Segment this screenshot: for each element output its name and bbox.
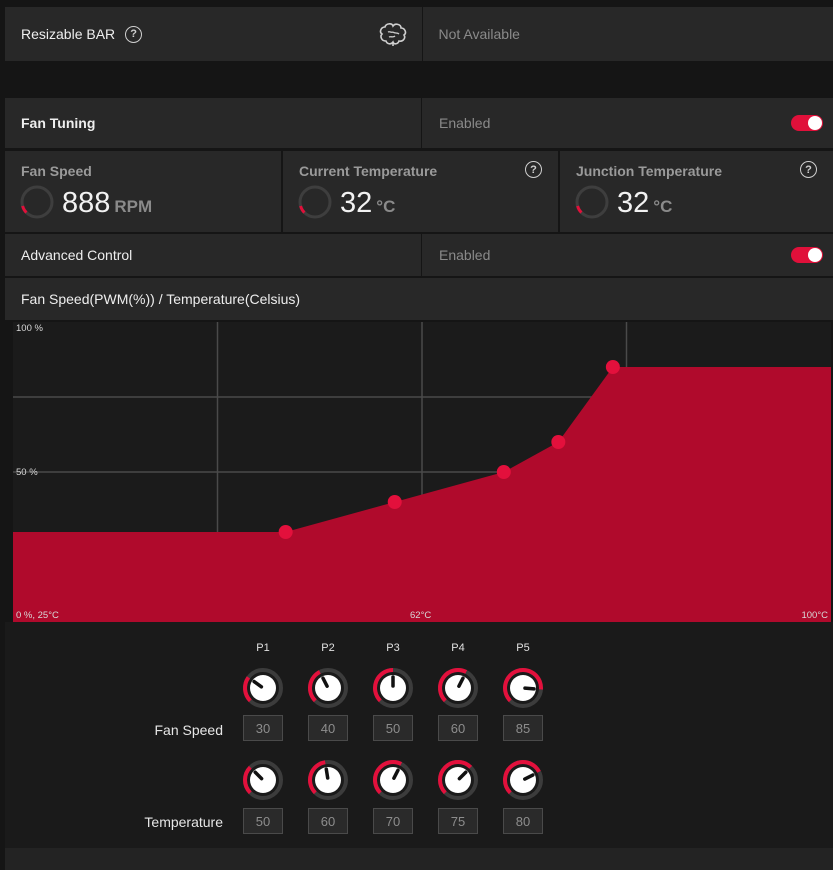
- advanced-control-status: Enabled: [439, 247, 491, 263]
- fan-speed-p4-knob[interactable]: [436, 666, 480, 710]
- p4-header: P4: [451, 642, 465, 654]
- resizable-bar-status: Not Available: [438, 26, 520, 42]
- resizable-bar-label: Resizable BAR: [21, 26, 116, 42]
- question-circle-icon[interactable]: ?: [125, 25, 143, 43]
- temperature-p4-knob[interactable]: [436, 758, 480, 802]
- current-temperature-gauge-icon: [298, 185, 332, 219]
- metrics-row: Fan Speed 888 RPM Current Temperature ? 3…: [5, 151, 833, 232]
- toggle-knob: [808, 248, 822, 262]
- y-label-top: 100 %: [16, 323, 43, 334]
- temperature-p2-knob[interactable]: [306, 758, 350, 802]
- junction-temperature-unit: °C: [653, 197, 673, 216]
- junction-temperature-gauge-icon: [575, 185, 609, 219]
- advanced-control-toggle[interactable]: [791, 247, 823, 263]
- x-label-right: 100°C: [801, 610, 828, 621]
- question-circle-icon[interactable]: ?: [800, 161, 817, 178]
- current-temperature-title: Current Temperature: [299, 163, 438, 179]
- fan-speed-p1-input[interactable]: 30: [243, 715, 283, 741]
- bottom-strip: [5, 848, 833, 870]
- fan-speed-p3-knob[interactable]: [371, 666, 415, 710]
- brain-icon: [379, 23, 406, 46]
- fan-tuning-label: Fan Tuning: [21, 115, 96, 131]
- fan-speed-value: 888 RPM: [62, 187, 153, 219]
- p1-header: P1: [256, 642, 270, 654]
- fan-speed-p2-input[interactable]: 40: [308, 715, 348, 741]
- current-temperature-metric: Current Temperature ? 32 °C: [283, 151, 558, 232]
- chart-header-row: Fan Speed(PWM(%)) / Temperature(Celsius): [5, 278, 833, 320]
- fan-speed-p3-input[interactable]: 50: [373, 715, 413, 741]
- fan-speed-p5-knob[interactable]: [501, 666, 545, 710]
- advanced-control-status-cell: Enabled: [422, 234, 833, 276]
- fan-speed-p2-knob[interactable]: [306, 666, 350, 710]
- temperature-p4-input[interactable]: 75: [438, 808, 478, 834]
- p3-header: P3: [386, 642, 400, 654]
- current-temperature-unit: °C: [376, 197, 396, 216]
- fan-curve-chart[interactable]: 100 % 50 % 0 %, 25°C 62°C 100°C: [13, 322, 831, 622]
- curve-point-p5[interactable]: [605, 360, 620, 374]
- fan-speed-p5-input[interactable]: 85: [503, 715, 543, 741]
- fan-tuning-label-cell: Fan Tuning: [5, 98, 421, 148]
- temperature-p2-input[interactable]: 60: [308, 808, 348, 834]
- fan-curve-svg[interactable]: [13, 322, 831, 622]
- chart-header-cell: Fan Speed(PWM(%)) / Temperature(Celsius): [5, 278, 833, 320]
- curve-point-p4[interactable]: [551, 435, 566, 449]
- x-label-mid: 62°C: [410, 610, 432, 621]
- resizable-bar-row: Resizable BAR ? Not Available: [5, 7, 833, 61]
- temperature-p5-input[interactable]: 80: [503, 808, 543, 834]
- junction-temperature-value: 32 °C: [617, 187, 673, 219]
- fan-tuning-toggle[interactable]: [791, 115, 823, 131]
- curve-point-p2[interactable]: [387, 495, 402, 509]
- fan-speed-row-label: Fan Speed: [154, 722, 224, 738]
- advanced-control-row: Advanced Control Enabled: [5, 234, 833, 276]
- advanced-control-label: Advanced Control: [21, 247, 133, 263]
- fan-speed-metric: Fan Speed 888 RPM: [5, 151, 281, 232]
- fan-speed-p1-knob[interactable]: [241, 666, 285, 710]
- temperature-row-label: Temperature: [144, 814, 223, 830]
- fan-tuning-row: Fan Tuning Enabled: [5, 98, 833, 148]
- fan-curve-area: [13, 367, 831, 622]
- chart-header: Fan Speed(PWM(%)) / Temperature(Celsius): [21, 291, 301, 307]
- toggle-knob: [808, 116, 822, 130]
- fan-speed-p4-input[interactable]: 60: [438, 715, 478, 741]
- fan-tuning-status-cell: Enabled: [422, 98, 833, 148]
- fan-curve-controls: P1 P2 P3 P4 P5 Fan Speed Temperature 30 …: [5, 622, 833, 848]
- temperature-p1-knob[interactable]: [241, 758, 285, 802]
- p2-header: P2: [321, 642, 335, 654]
- fan-tuning-status: Enabled: [439, 115, 491, 131]
- p5-header: P5: [516, 642, 530, 654]
- fan-speed-title: Fan Speed: [21, 163, 92, 179]
- junction-temperature-title: Junction Temperature: [576, 163, 722, 179]
- curve-point-p3[interactable]: [496, 465, 511, 479]
- fan-speed-unit: RPM: [114, 197, 153, 216]
- curve-point-p1[interactable]: [278, 525, 293, 539]
- advanced-control-label-cell: Advanced Control: [5, 234, 421, 276]
- fan-speed-gauge-icon: [20, 185, 54, 219]
- y-label-bottom: 0 %, 25°C: [16, 610, 59, 621]
- temperature-p1-input[interactable]: 50: [243, 808, 283, 834]
- junction-temperature-metric: Junction Temperature ? 32 °C: [560, 151, 833, 232]
- resizable-bar-label-cell: Resizable BAR ?: [5, 7, 422, 61]
- y-label-mid: 50 %: [16, 467, 38, 478]
- question-circle-icon[interactable]: ?: [525, 161, 542, 178]
- temperature-p5-knob[interactable]: [501, 758, 545, 802]
- resizable-bar-status-cell: Not Available: [422, 7, 833, 61]
- temperature-p3-knob[interactable]: [371, 758, 415, 802]
- temperature-p3-input[interactable]: 70: [373, 808, 413, 834]
- current-temperature-value: 32 °C: [340, 187, 396, 219]
